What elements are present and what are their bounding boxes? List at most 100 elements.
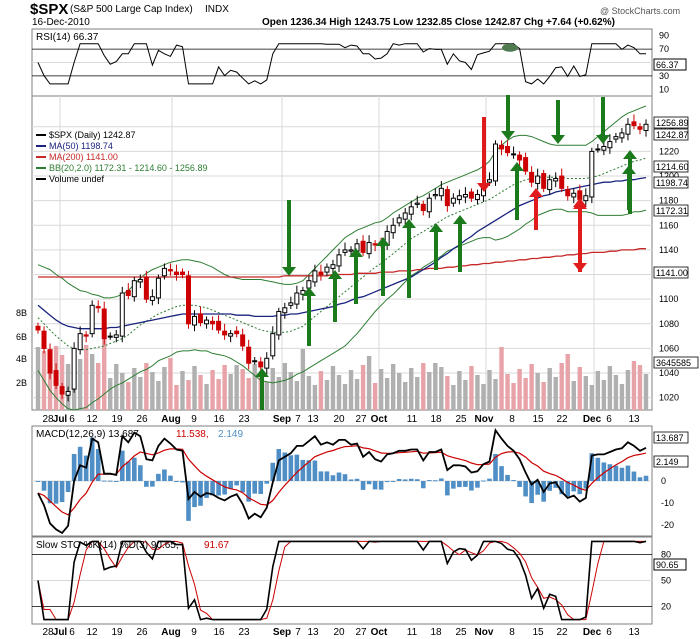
date-tick-label: Nov	[475, 414, 494, 425]
volume-bar	[288, 372, 294, 410]
volume-bar	[228, 374, 233, 410]
green-up-arrow-head	[328, 270, 342, 279]
date-tick-label: 15	[532, 414, 544, 425]
candle-body	[330, 264, 336, 269]
volume-bar	[318, 371, 324, 410]
candle-body	[312, 270, 318, 283]
date-tick-label: 22	[556, 414, 568, 425]
watermark: @ StockCharts.com	[600, 6, 680, 16]
macd-hist-bar	[192, 481, 197, 508]
green-up-arrow-head	[510, 162, 524, 171]
macd-value-tag	[653, 455, 689, 468]
candle-body	[408, 206, 414, 215]
macd-hist-bar	[511, 480, 516, 482]
macd-hist-bar	[360, 481, 366, 490]
sto-k-line	[37, 540, 647, 621]
date-tick-label: 6	[606, 414, 612, 425]
volume-bar	[415, 377, 420, 410]
price-value-tag	[653, 128, 689, 141]
rsi-line	[37, 43, 646, 85]
macd-value-tag-text: 13.687	[656, 433, 684, 443]
volume-tick-label: 8B	[16, 308, 27, 318]
date-tick-label: Jul	[53, 414, 68, 425]
volume-bar	[637, 365, 643, 410]
volume-bar	[120, 373, 125, 410]
candle-body	[559, 175, 565, 189]
date-tick-label: 27	[355, 627, 367, 638]
green-down-arrow-head	[501, 131, 515, 140]
candle-body	[47, 349, 53, 374]
candle-body	[113, 334, 119, 338]
date-tick-label: 28	[42, 414, 54, 425]
candle-body	[619, 132, 625, 139]
price-tick-label: 1100	[659, 294, 678, 304]
macd-hist-bar	[186, 481, 191, 521]
candle-body	[234, 330, 240, 335]
macd-hist-bar	[113, 481, 119, 482]
candle-body	[246, 346, 252, 364]
date-tick-label: 19	[111, 414, 123, 425]
volume-bar	[270, 368, 275, 410]
date-tick-label: Aug	[161, 414, 180, 425]
volume-bar	[35, 347, 41, 410]
volume-bar	[451, 385, 456, 410]
volume-bar	[240, 369, 245, 410]
price-tick-label: 1160	[659, 220, 678, 230]
sto-d-text: 91.67	[204, 540, 229, 551]
macd-hist-bar	[282, 452, 288, 481]
volume-bar	[589, 385, 595, 410]
macd-hist-bar	[523, 481, 528, 497]
macd-hist-bar	[204, 481, 209, 498]
macd-hist-text: 2.149	[218, 429, 243, 440]
macd-axis: 20100-10-20	[661, 432, 674, 530]
candle-body	[288, 302, 294, 306]
date-tick-label: 13	[628, 414, 640, 425]
price-value-tag-text: 1214.60	[656, 162, 689, 172]
price-tick-label: 1040	[659, 368, 679, 378]
candle-body	[583, 195, 589, 202]
volume-bar	[174, 385, 179, 410]
volume-tick-label: 6B	[16, 332, 27, 342]
macd-hist-bar	[643, 475, 649, 481]
volume-bar	[192, 366, 197, 410]
date-tick-label: Sep	[273, 627, 291, 638]
volume-bar	[565, 354, 570, 410]
volume-bar	[378, 369, 384, 410]
macd-hist-bar	[324, 471, 330, 481]
date-tick-label: 16	[213, 627, 225, 638]
price-tick-label: 1180	[659, 196, 678, 206]
price-value-tag	[653, 204, 689, 217]
date-tick-label: Dec	[583, 627, 602, 638]
macd-hist-bar	[174, 481, 179, 482]
green-down-arrow-head	[282, 267, 296, 276]
volume-bar	[372, 383, 378, 410]
volume-tick-label: 2B	[16, 378, 27, 388]
macd-hist-bar	[601, 462, 607, 481]
macd-hist-bar	[210, 481, 215, 496]
macd-hist-bar	[637, 477, 643, 481]
candle-body	[595, 148, 601, 151]
index-name: (S&P 500 Large Cap Index)	[70, 4, 193, 15]
legend-entry: Volume undef	[49, 174, 105, 184]
volume-bar	[427, 372, 432, 410]
macd-label: MACD(12,26,9) 13.687,	[36, 429, 142, 440]
macd-hist-bar	[619, 467, 625, 481]
macd-hist-bar	[138, 465, 143, 481]
rsi-tick-label: 90	[659, 31, 669, 41]
red-up-arrow-head	[573, 200, 587, 209]
legend-entry: $SPX (Daily) 1242.87	[49, 130, 136, 140]
macd-hist-bar	[65, 481, 71, 493]
price-value-tag	[653, 266, 689, 279]
price-value-tag-text: 1242.87	[656, 130, 689, 140]
volume-bar	[348, 370, 354, 410]
candle-body	[59, 386, 65, 395]
date-tick-label: 15	[532, 627, 544, 638]
volume-bar	[180, 371, 185, 410]
price-tick-label: 1140	[659, 245, 678, 255]
volume-bar	[354, 379, 360, 410]
macd-hist-bar	[420, 481, 426, 489]
candle-body	[264, 357, 270, 369]
date-tick-label: 18	[430, 414, 442, 425]
date-tick-label: 22	[556, 627, 568, 638]
slow-sto-indicator	[32, 540, 652, 621]
